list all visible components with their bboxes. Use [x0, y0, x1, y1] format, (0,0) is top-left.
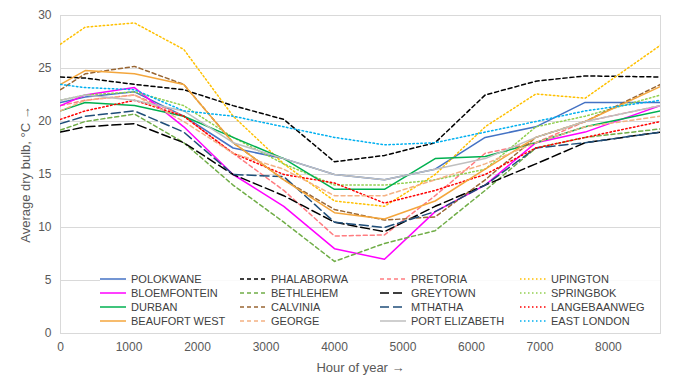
html-text:GEORGE: GEORGE: [271, 314, 320, 327]
html-text:DURBAN: DURBAN: [131, 300, 178, 313]
svg-text:0: 0: [45, 326, 52, 340]
svg-text:8000: 8000: [595, 340, 622, 354]
html-text:GREYTOWN: GREYTOWN: [411, 286, 476, 299]
svg-text:2000: 2000: [184, 340, 211, 354]
html-text:POLOKWANE: POLOKWANE: [131, 272, 202, 285]
svg-text:0: 0: [57, 340, 64, 354]
html-text:PORT ELIZABETH: PORT ELIZABETH: [411, 314, 505, 327]
svg-text:10: 10: [38, 220, 52, 234]
html-text:PHALABORWA: PHALABORWA: [271, 272, 348, 285]
html-text:UPINGTON: UPINGTON: [551, 272, 609, 285]
svg-text:20: 20: [38, 114, 52, 128]
svg-text:3000: 3000: [253, 340, 280, 354]
svg-text:Hour of year →: Hour of year →: [316, 360, 404, 375]
html-text:PRETORIA: PRETORIA: [411, 272, 467, 285]
svg-text:15: 15: [38, 167, 52, 181]
svg-text:1000: 1000: [116, 340, 143, 354]
html-text:CALVINIA: CALVINIA: [271, 300, 321, 313]
html-text:BLOEMFONTEIN: BLOEMFONTEIN: [131, 286, 218, 299]
html-text:EAST LONDON: EAST LONDON: [551, 314, 630, 327]
svg-text:7000: 7000: [527, 340, 554, 354]
html-text:SPRINGBOK: SPRINGBOK: [551, 286, 617, 299]
svg-text:30: 30: [38, 8, 52, 22]
html-text:BETHLEHEM: BETHLEHEM: [271, 286, 339, 299]
svg-text:4000: 4000: [321, 340, 348, 354]
svg-text:5: 5: [45, 273, 52, 287]
html-text:BEAUFORT WEST: BEAUFORT WEST: [131, 314, 226, 327]
svg-text:Average dry bulb, °C →: Average dry bulb, °C →: [18, 106, 33, 242]
svg-text:6000: 6000: [458, 340, 485, 354]
html-text:MTHATHA: MTHATHA: [411, 300, 464, 313]
html-text:LANGEBAANWEG: LANGEBAANWEG: [551, 300, 645, 313]
svg-text:25: 25: [38, 61, 52, 75]
svg-text:5000: 5000: [390, 340, 417, 354]
